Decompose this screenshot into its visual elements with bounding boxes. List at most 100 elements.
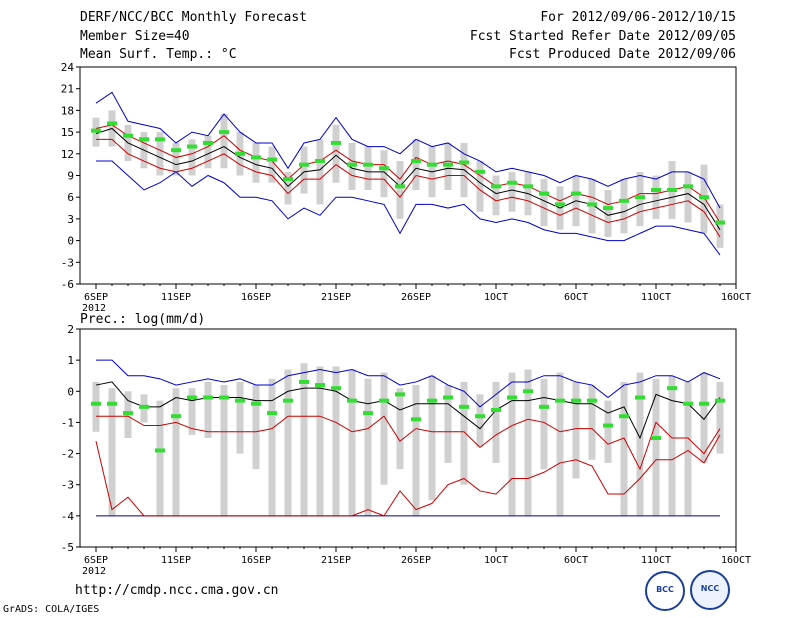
spread-bar <box>684 171 692 223</box>
observed-marker <box>715 398 725 403</box>
spread-bar <box>268 378 276 516</box>
observed-marker <box>155 448 165 453</box>
spread-bar <box>588 385 596 460</box>
observed-marker <box>123 411 133 416</box>
spread-bar <box>412 139 420 190</box>
ncc-logo: NCC <box>690 570 730 610</box>
observed-marker <box>203 395 213 400</box>
x-tick-label-1: 6SEP <box>84 555 108 566</box>
spread-bar <box>188 139 196 176</box>
spread-bar <box>636 372 644 516</box>
observed-marker <box>107 401 117 406</box>
upper-line <box>95 91 721 209</box>
observed-marker <box>219 130 229 135</box>
produced-date: Fcst Produced Date 2012/09/06 <box>509 47 736 62</box>
y-tick-label-0: 21 <box>61 83 74 96</box>
spread-bar <box>652 378 660 516</box>
x-tick-label-0: 1OCT <box>484 292 508 303</box>
spread-bar <box>620 381 628 516</box>
observed-marker <box>539 404 549 409</box>
mean-line <box>95 381 721 440</box>
spread-bar <box>492 175 500 216</box>
observed-marker <box>91 128 101 133</box>
source-url[interactable]: http://cmdp.ncc.cma.gov.cn <box>75 583 279 598</box>
observed-marker <box>507 180 517 185</box>
observed-marker <box>459 160 469 165</box>
y-tick-label-1: -3 <box>61 479 74 492</box>
observed-marker <box>347 398 357 403</box>
spread-bar <box>220 385 228 516</box>
observed-marker <box>251 401 261 406</box>
spread-bar <box>492 381 500 463</box>
y-tick-label-1: -1 <box>61 416 74 429</box>
x-tick-label-0: 11OCT <box>641 292 671 303</box>
observed-marker <box>267 411 277 416</box>
x-tick-label-0: 16SEP <box>241 292 271 303</box>
spread-bar <box>508 171 516 212</box>
ncc-logo-text: NCC <box>700 584 720 593</box>
spread-bar <box>396 161 404 219</box>
observed-marker <box>267 157 277 162</box>
spread-bar <box>284 369 292 516</box>
observed-marker <box>539 191 549 196</box>
observed-marker <box>331 140 341 145</box>
observed-marker <box>139 404 149 409</box>
spread-bar <box>508 372 516 516</box>
observed-marker <box>587 398 597 403</box>
spread-bar <box>108 388 116 516</box>
x-tick-label-1: 16SEP <box>241 555 271 566</box>
spread-bar <box>396 388 404 470</box>
observed-marker <box>107 121 117 126</box>
observed-marker <box>491 407 501 412</box>
variable-label: Mean Surf. Temp.: °C <box>80 47 237 62</box>
spread-bar <box>268 146 276 183</box>
spread-bar <box>716 381 724 454</box>
observed-marker <box>235 398 245 403</box>
spread-bar <box>332 124 340 183</box>
observed-marker <box>635 395 645 400</box>
observed-marker <box>683 401 693 406</box>
lower-line <box>96 160 721 256</box>
spread-bar <box>444 385 452 463</box>
observed-marker <box>667 187 677 192</box>
spread-bar <box>476 161 484 212</box>
spread-bar <box>300 146 308 194</box>
member-size: Member Size=40 <box>80 29 190 44</box>
spread-bar <box>604 189 612 237</box>
bcc-logo-text: BCC <box>656 585 674 594</box>
observed-marker <box>251 155 261 160</box>
spread-bar <box>380 150 388 198</box>
spread-bar <box>572 381 580 479</box>
grads-credit: GrADS: COLA/IGES <box>3 604 100 615</box>
observed-marker <box>699 195 709 200</box>
spread-bar <box>540 179 548 227</box>
y-tick-label-0: 9 <box>67 170 74 183</box>
prec-subtitle: Prec.: log(mm/d) <box>80 312 205 327</box>
observed-marker <box>587 202 597 207</box>
observed-marker <box>411 159 421 164</box>
spread-bar <box>620 179 628 234</box>
observed-marker <box>171 148 181 153</box>
x-tick-label-1: 16OCT <box>721 555 751 566</box>
spread-bar <box>284 171 292 205</box>
observed-marker <box>619 414 629 419</box>
observed-marker <box>603 423 613 428</box>
x-tick-label-1: 1OCT <box>484 555 508 566</box>
y-tick-label-0: -3 <box>61 256 74 269</box>
observed-marker <box>363 411 373 416</box>
y-tick-label-1: 2 <box>67 323 74 336</box>
chart-title: DERF/NCC/BCC Monthly Forecast <box>80 10 307 25</box>
observed-marker <box>427 162 437 167</box>
x-tick-label-1: 21SEP <box>321 555 351 566</box>
start-date: Fcst Started Refer Date 2012/09/05 <box>469 29 736 44</box>
spread-bar <box>204 135 212 169</box>
observed-marker <box>603 206 613 211</box>
spread-bar <box>172 142 180 176</box>
observed-marker <box>443 162 453 167</box>
observed-marker <box>123 133 133 138</box>
spread-bar <box>652 175 660 219</box>
spread-bar <box>412 385 420 516</box>
spread-bar <box>156 400 164 516</box>
spread-bar <box>188 388 196 435</box>
